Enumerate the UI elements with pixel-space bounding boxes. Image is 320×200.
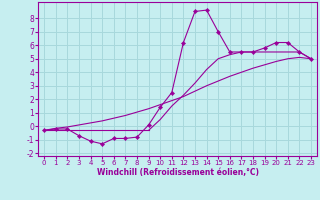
X-axis label: Windchill (Refroidissement éolien,°C): Windchill (Refroidissement éolien,°C): [97, 168, 259, 177]
